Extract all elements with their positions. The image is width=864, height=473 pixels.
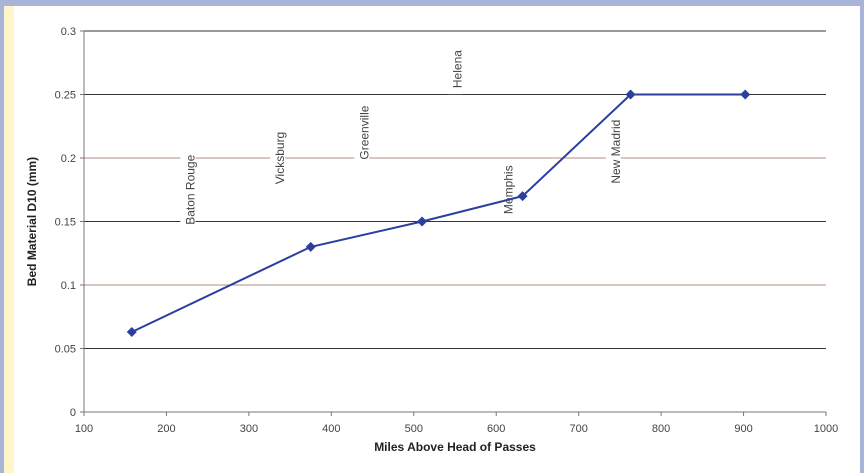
location-label: Greenville bbox=[357, 105, 371, 159]
location-label: Helena bbox=[450, 50, 464, 88]
x-tick-label: 1000 bbox=[814, 423, 838, 435]
data-point bbox=[126, 326, 137, 337]
data-point bbox=[305, 241, 316, 252]
axes: 0 0.05 0.1 0.15 0.2 0.25 0.3 100 200 300 400 500 600… bbox=[55, 26, 839, 435]
y-tick-label: 0.3 bbox=[61, 26, 76, 38]
location-label: Baton Rouge bbox=[183, 154, 197, 224]
x-tick-label: 600 bbox=[487, 423, 505, 435]
location-labels: Baton Rouge Vicksburg Greenville Helena Memp… bbox=[180, 44, 623, 231]
y-tick-label: 0.1 bbox=[61, 280, 76, 292]
location-label-group: Greenville bbox=[354, 99, 371, 166]
location-label: Memphis bbox=[502, 165, 516, 214]
location-label-group: Memphis bbox=[498, 159, 516, 221]
series bbox=[126, 89, 751, 337]
x-tick-label: 200 bbox=[157, 423, 175, 435]
location-label: New Madrid bbox=[609, 120, 623, 184]
x-tick-label: 900 bbox=[734, 423, 752, 435]
data-point bbox=[517, 191, 528, 202]
location-label-backing bbox=[447, 44, 463, 95]
data-point bbox=[625, 89, 636, 100]
y-tick-label: 0.25 bbox=[55, 90, 76, 102]
location-label-group: Baton Rouge bbox=[180, 148, 197, 231]
location-label-backing bbox=[270, 125, 286, 191]
location-label-group: Helena bbox=[447, 44, 464, 95]
data-point bbox=[740, 89, 751, 100]
y-tick-label: 0.2 bbox=[61, 153, 76, 165]
location-label: Vicksburg bbox=[273, 132, 287, 184]
x-tick-label: 100 bbox=[75, 423, 93, 435]
x-tick-label: 700 bbox=[569, 423, 587, 435]
location-label-group: Vicksburg bbox=[270, 125, 287, 191]
x-axis-title: Miles Above Head of Passes bbox=[374, 440, 536, 454]
data-point bbox=[417, 216, 428, 227]
y-tick-label: 0.05 bbox=[55, 344, 76, 356]
location-label-group: New Madrid bbox=[605, 113, 623, 190]
location-label-backing bbox=[354, 99, 370, 166]
x-tick-label: 800 bbox=[652, 423, 670, 435]
location-label-backing bbox=[498, 159, 514, 221]
y-axis-title: Bed Material D10 (mm) bbox=[25, 157, 39, 286]
y-tick-label: 0.15 bbox=[55, 217, 76, 229]
y-tick-label: 0 bbox=[70, 407, 76, 419]
location-label-backing bbox=[605, 113, 621, 190]
location-label-backing bbox=[180, 148, 196, 231]
x-tick-label: 300 bbox=[240, 423, 258, 435]
chart-panel bbox=[14, 6, 860, 473]
x-tick-label: 500 bbox=[405, 423, 423, 435]
series-line bbox=[131, 93, 746, 333]
x-tick-label: 400 bbox=[322, 423, 340, 435]
